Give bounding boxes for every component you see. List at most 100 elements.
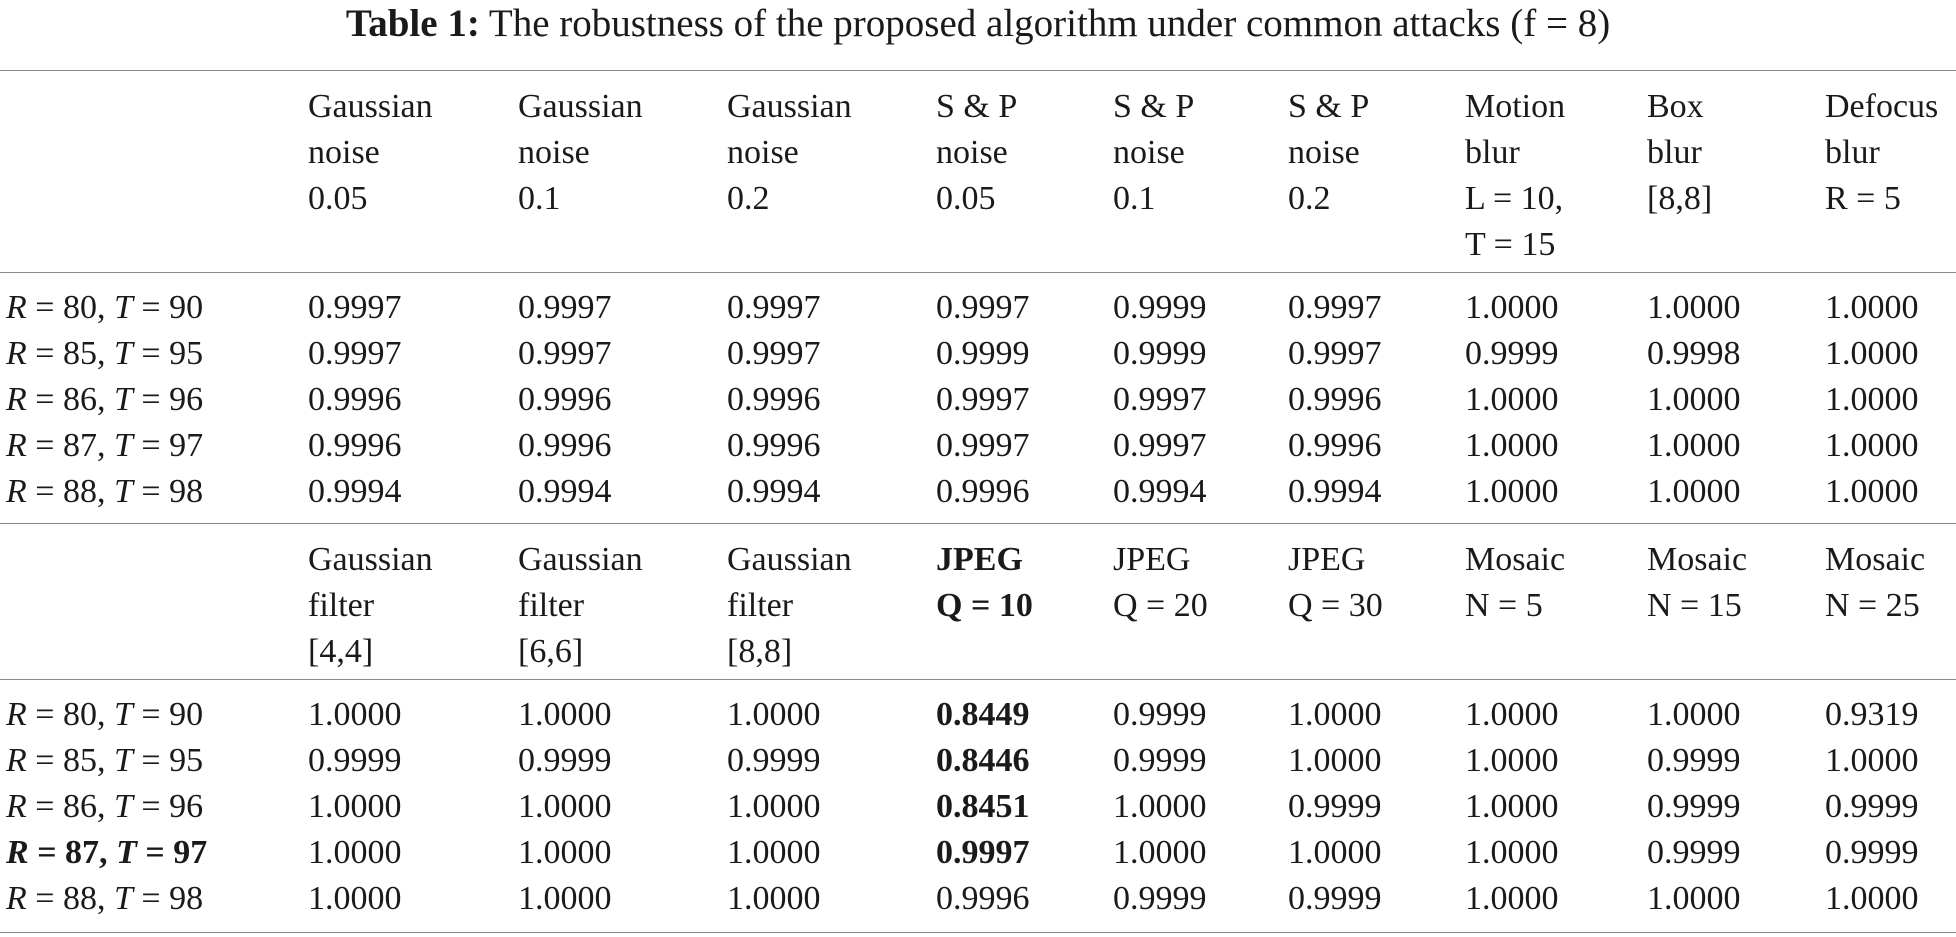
column-header-line: N = 25	[1825, 587, 1920, 624]
column-header-line: JPEG	[1113, 541, 1191, 578]
table-cell: 0.9996	[936, 880, 1030, 917]
column-header-line: noise	[727, 134, 799, 171]
table-cell: 0.9999	[1288, 788, 1382, 825]
row-label: R = 87, T = 97	[6, 834, 208, 871]
table-cell: 0.9997	[936, 427, 1030, 464]
column-header: JPEG Q = 10	[936, 537, 1033, 629]
table-cell: 1.0000	[1465, 788, 1559, 825]
table-cell: 1.0000	[1113, 788, 1207, 825]
table-cell: 0.9997	[1288, 289, 1382, 326]
caption-lead: Table 1:	[345, 2, 480, 45]
section-2-header-rule	[0, 679, 1956, 680]
table-cell: 1.0000	[1647, 880, 1741, 917]
column-header-line: Q = 30	[1288, 587, 1383, 624]
table-cell: 1.0000	[1465, 742, 1559, 779]
column-header: Mosaic N = 15	[1647, 537, 1747, 629]
table-cell: 1.0000	[727, 696, 821, 733]
table-cell: 0.9999	[1825, 788, 1919, 825]
column-header-line: Gaussian	[727, 541, 852, 578]
table-cell: 1.0000	[1647, 381, 1741, 418]
column-header: S & P noise 0.2	[1288, 84, 1369, 222]
table-cell: 0.9999	[1647, 834, 1741, 871]
table-cell: 1.0000	[1647, 289, 1741, 326]
column-header-line: N = 15	[1647, 587, 1742, 624]
column-header-line: Q = 20	[1113, 587, 1208, 624]
table-cell: 0.9998	[1647, 335, 1741, 372]
column-header-line: [6,6]	[518, 633, 584, 670]
table-cell: 1.0000	[308, 788, 402, 825]
column-header-line: filter	[518, 587, 585, 624]
column-header-line: [4,4]	[308, 633, 374, 670]
column-header-line: Mosaic	[1825, 541, 1926, 578]
table-cell: 0.9999	[1113, 696, 1207, 733]
table-cell: 0.9996	[308, 381, 402, 418]
column-header-line: 0.1	[1113, 180, 1156, 217]
row-label: R = 86, T = 96	[6, 788, 204, 825]
row-label: R = 87, T = 97	[6, 427, 204, 464]
caption-text: The robustness of the proposed algorithm…	[488, 2, 1611, 45]
table-cell: 1.0000	[1825, 381, 1919, 418]
column-header-line: filter	[727, 587, 794, 624]
table-cell: 0.9997	[518, 335, 612, 372]
section-2-top-rule	[0, 523, 1956, 524]
column-header: JPEG Q = 20	[1113, 537, 1208, 629]
row-label: R = 80, T = 90	[6, 289, 204, 326]
table-cell: 0.8446	[936, 742, 1030, 779]
table-cell: 0.9999	[1113, 742, 1207, 779]
table-cell: 0.9999	[936, 335, 1030, 372]
column-header-line: [8,8]	[727, 633, 793, 670]
column-header-line: blur	[1465, 134, 1520, 171]
table-cell: 1.0000	[518, 696, 612, 733]
table-cell: 0.9994	[308, 473, 402, 510]
table-cell: 0.9997	[936, 834, 1030, 871]
column-header-line: N = 5	[1465, 587, 1543, 624]
table-cell: 0.8449	[936, 696, 1030, 733]
column-header-line: noise	[518, 134, 590, 171]
column-header: S & P noise 0.05	[936, 84, 1017, 222]
table-cell: 1.0000	[518, 788, 612, 825]
column-header-line: Gaussian	[308, 88, 433, 125]
table-cell: 1.0000	[1465, 473, 1559, 510]
column-header-line: Gaussian	[727, 88, 852, 125]
table-cell: 1.0000	[1465, 381, 1559, 418]
table-cell: 0.9999	[1113, 289, 1207, 326]
table-cell: 0.9996	[1288, 427, 1382, 464]
column-header: Mosaic N = 5	[1465, 537, 1565, 629]
table-cell: 1.0000	[308, 880, 402, 917]
column-header-line: blur	[1825, 134, 1880, 171]
table-cell: 1.0000	[1288, 742, 1382, 779]
table-cell: 1.0000	[1465, 696, 1559, 733]
table-cell: 1.0000	[1647, 696, 1741, 733]
column-header-line: T = 15	[1465, 226, 1556, 263]
table-cell: 0.8451	[936, 788, 1030, 825]
column-header: S & P noise 0.1	[1113, 84, 1194, 222]
table-bottom-rule	[0, 932, 1956, 933]
table-cell: 0.9999	[1288, 880, 1382, 917]
row-label: R = 88, T = 98	[6, 473, 204, 510]
table-cell: 0.9999	[1647, 788, 1741, 825]
table-cell: 1.0000	[1825, 473, 1919, 510]
column-header-line: 0.05	[308, 180, 368, 217]
column-header-line: S & P	[936, 88, 1018, 125]
table-cell: 1.0000	[1288, 696, 1382, 733]
table-cell: 0.9996	[1288, 381, 1382, 418]
table-cell: 0.9997	[936, 289, 1030, 326]
table-cell: 1.0000	[1288, 834, 1382, 871]
table-cell: 0.9994	[1113, 473, 1207, 510]
row-label: R = 85, T = 95	[6, 742, 204, 779]
column-header-line: Motion	[1465, 88, 1566, 125]
table-cell: 1.0000	[727, 880, 821, 917]
table-caption: Table 1: The robustness of the proposed …	[0, 0, 1956, 48]
table-cell: 0.9994	[1288, 473, 1382, 510]
table-cell: 0.9997	[936, 381, 1030, 418]
table-cell: 0.9996	[308, 427, 402, 464]
column-header-line: Q = 10	[936, 587, 1033, 624]
table-cell: 0.9999	[308, 742, 402, 779]
table-cell: 1.0000	[1647, 427, 1741, 464]
column-header: Motion blur L = 10, T = 15	[1465, 84, 1565, 268]
table-cell: 1.0000	[1825, 880, 1919, 917]
column-header: Gaussian filter [4,4]	[308, 537, 433, 675]
column-header-line: Mosaic	[1465, 541, 1566, 578]
table-cell: 0.9996	[518, 381, 612, 418]
